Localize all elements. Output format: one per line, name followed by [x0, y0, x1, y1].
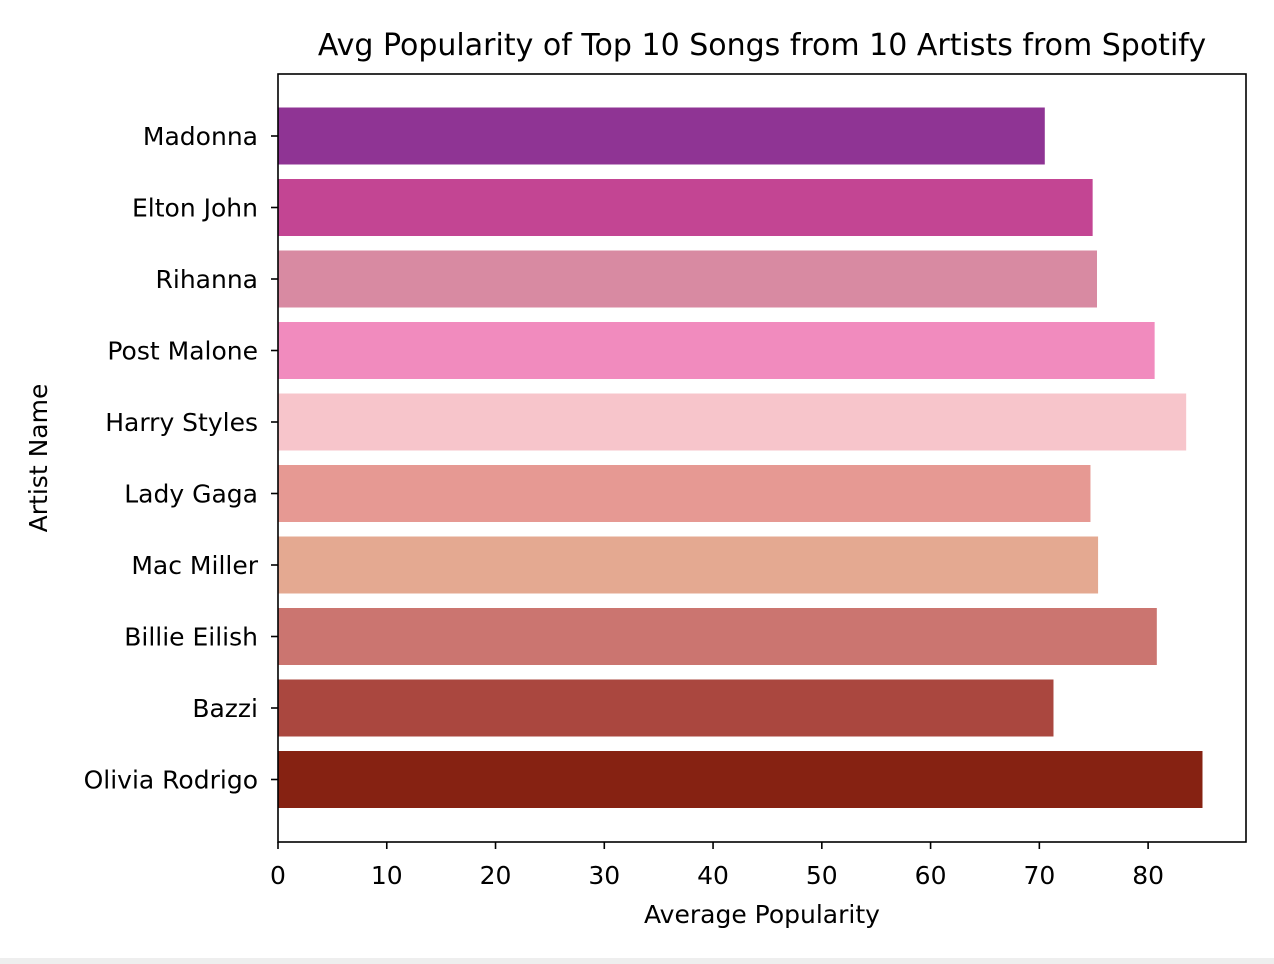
- bar-post-malone: [278, 322, 1155, 379]
- bar-mac-miller: [278, 536, 1099, 594]
- y-tick-label-post-malone: Post Malone: [107, 337, 258, 366]
- bars-layer: [278, 107, 1203, 808]
- y-tick-label-lady-gaga: Lady Gaga: [124, 480, 258, 509]
- bar-rihanna: [278, 250, 1097, 308]
- x-tick-label-20: 20: [480, 861, 512, 890]
- bar-madonna: [278, 107, 1045, 165]
- y-tick-label-harry-styles: Harry Styles: [105, 408, 258, 437]
- bar-olivia-rodrigo: [278, 751, 1203, 808]
- y-tick-label-rihanna: Rihanna: [156, 265, 259, 294]
- y-tick-label-billie-eilish: Billie Eilish: [124, 623, 258, 652]
- bar-lady-gaga: [278, 465, 1091, 522]
- x-ticks-layer: 0 10 20 30 40 50 60 70 80: [270, 842, 1164, 890]
- x-tick-label-70: 70: [1023, 861, 1055, 890]
- y-ticks-layer: Madonna Elton John Rihanna Post Malone Harry…: [84, 122, 278, 795]
- y-tick-label-bazzi: Bazzi: [192, 694, 258, 723]
- y-axis-label: Artist Name: [24, 384, 53, 533]
- y-tick-label-mac-miller: Mac Miller: [131, 551, 258, 580]
- y-tick-label-madonna: Madonna: [143, 122, 258, 151]
- y-tick-label-elton-john: Elton John: [132, 194, 258, 223]
- plot-frame: [277, 73, 1247, 843]
- bar-elton-john: [278, 179, 1093, 236]
- x-tick-label-10: 10: [371, 861, 403, 890]
- x-tick-label-30: 30: [588, 861, 620, 890]
- x-tick-label-60: 60: [915, 861, 947, 890]
- bar-bazzi: [278, 679, 1054, 737]
- x-tick-label-0: 0: [270, 861, 286, 890]
- x-tick-label-80: 80: [1132, 861, 1164, 890]
- x-tick-label-40: 40: [697, 861, 729, 890]
- bar-billie-eilish: [278, 608, 1157, 665]
- x-tick-label-50: 50: [806, 861, 838, 890]
- chart-title: Avg Popularity of Top 10 Songs from 10 A…: [318, 28, 1206, 63]
- x-axis-label: Average Popularity: [644, 900, 880, 929]
- bar-harry-styles: [278, 393, 1187, 451]
- y-tick-label-olivia-rodrigo: Olivia Rodrigo: [84, 766, 258, 795]
- bottom-strip: [0, 958, 1274, 964]
